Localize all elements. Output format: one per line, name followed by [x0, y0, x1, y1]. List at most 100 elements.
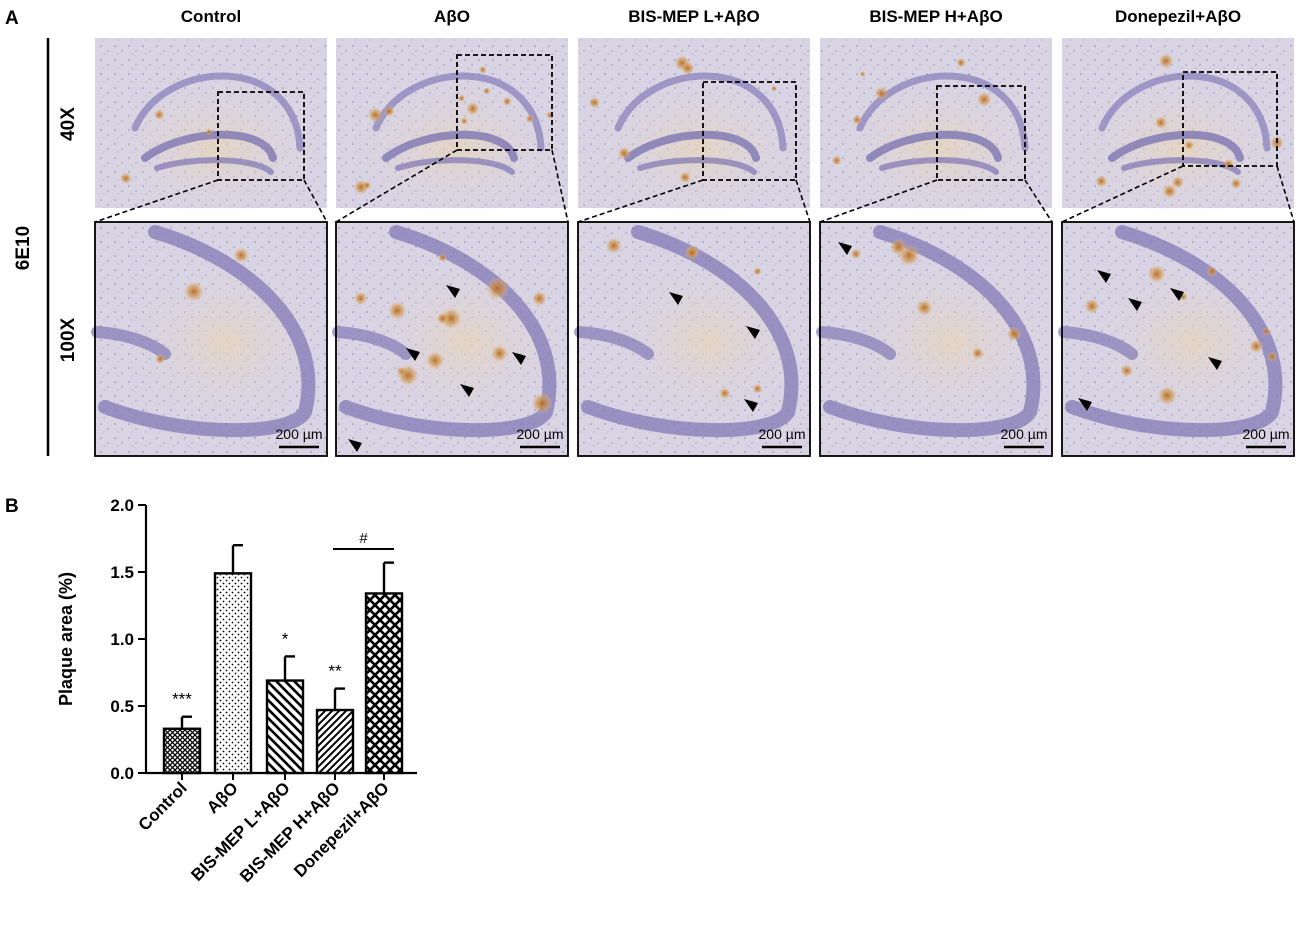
plaque-spot	[605, 237, 623, 254]
tissue-warm-region	[588, 78, 808, 218]
plaque-spot	[684, 246, 699, 260]
y-tick-label: 1.5	[110, 563, 134, 582]
plaque-spot	[1147, 264, 1166, 284]
arrowhead-marker	[746, 326, 760, 339]
significance-marker: *	[282, 629, 289, 648]
column-header: BIS-MEP H+AβO	[869, 7, 1002, 26]
column-header: Control	[181, 7, 241, 26]
zoom-region-box	[936, 85, 1026, 181]
plaque-spot	[1154, 116, 1168, 130]
arrowhead-marker	[744, 399, 758, 412]
plaque-spot	[1171, 175, 1185, 189]
plaque-spot	[850, 248, 862, 260]
plaque-spot	[753, 267, 762, 276]
granule-cell-layer	[98, 225, 316, 438]
column-header: Donepezil+AβO	[1115, 7, 1241, 26]
tissue-warm-region	[1072, 78, 1292, 218]
column-header: BIS-MEP L+AβO	[628, 7, 759, 26]
plaque-spot	[154, 353, 166, 365]
tissue-warm-region	[830, 78, 1050, 218]
granule-cell-layer-inner	[1058, 326, 1138, 360]
ca-cell-layer	[614, 72, 787, 152]
dentate-gyrus	[382, 130, 518, 162]
plaque-spot	[1162, 183, 1178, 199]
plaque-spot	[588, 96, 601, 109]
ca-cell-layer	[856, 72, 1029, 152]
arrowhead-marker	[446, 285, 460, 298]
comparison-label: #	[359, 530, 368, 547]
arrowhead-marker	[838, 242, 852, 255]
micrograph-frame	[819, 221, 1053, 457]
panel-a-label: A	[5, 8, 19, 29]
zoom-connector-line	[94, 179, 219, 223]
arrowhead-marker	[1208, 357, 1222, 370]
plaque-spot	[874, 86, 889, 101]
scale-bar-label: 200 µm	[1001, 426, 1048, 442]
x-tick-label: Control	[135, 778, 191, 834]
plaque-spot	[183, 281, 205, 302]
arrowhead-marker	[406, 348, 420, 361]
granule-cell-layer-inner	[91, 326, 171, 360]
bar-2	[265, 679, 305, 775]
plaque-spot	[831, 155, 842, 166]
micrograph-40x	[578, 38, 810, 218]
dentate-gyrus	[624, 130, 760, 162]
plaque-spot	[425, 351, 445, 370]
plaque-spot	[1230, 177, 1242, 190]
plaque-spot	[976, 91, 992, 107]
x-tick-label: AβO	[203, 778, 242, 817]
y-tick-label: 0.0	[110, 764, 134, 783]
arrowhead-marker	[348, 439, 362, 452]
micrograph-100x: 200 µm	[1058, 221, 1295, 457]
scale-bar-label: 200 µm	[1243, 426, 1290, 442]
plaque-spot	[718, 387, 731, 400]
plaque-spot	[353, 291, 368, 306]
granule-cell-layer	[581, 225, 799, 438]
bar-3	[315, 708, 355, 775]
plaque-spot	[525, 114, 534, 123]
plaque-spot	[397, 364, 419, 387]
dentate-gyrus-lower	[395, 157, 515, 175]
plaque-spot	[478, 65, 487, 74]
ca-cell-layer	[372, 72, 545, 152]
arrowhead-marker	[512, 352, 526, 365]
plaque-spot	[383, 105, 395, 117]
significance-marker: ***	[172, 690, 192, 709]
granule-cell-layer-inner	[574, 326, 654, 360]
plaque-spot	[1006, 326, 1022, 342]
plaque-spot	[457, 94, 466, 103]
plaque-spot	[1206, 265, 1218, 277]
plaque-spot	[1158, 53, 1174, 69]
arrowhead-marker	[1097, 270, 1111, 283]
bar-1	[213, 572, 253, 775]
zoom-connector-line	[577, 179, 704, 223]
plaque-spot	[119, 172, 132, 185]
micrograph-100x: 200 µm	[332, 221, 569, 457]
y-tick-label: 0.5	[110, 697, 134, 716]
micrograph-grid: Control 200 µm AβO 200 µm BIS-MEP L+AβO 200 µ…	[91, 7, 1295, 457]
arrowhead-marker	[1128, 298, 1142, 311]
plaque-spot	[971, 347, 984, 360]
granule-cell-layer-inner	[816, 326, 896, 360]
plaque-spot	[617, 146, 631, 160]
micrograph-frame	[335, 221, 569, 457]
zoom-region-box	[217, 91, 305, 181]
row-label-100x: 100X	[58, 317, 79, 362]
plaque-spot	[1120, 364, 1134, 378]
arrowhead-marker	[669, 292, 683, 305]
ca-cell-layer	[1098, 72, 1271, 152]
micrograph-frame	[94, 221, 328, 457]
plaque-spot	[436, 312, 449, 325]
plaque-spot	[889, 238, 908, 256]
row-label-40x: 40X	[58, 107, 79, 141]
bar-4	[364, 592, 404, 775]
y-axis-label: Plaque area (%)	[56, 572, 76, 706]
zoom-region-box	[456, 54, 553, 151]
micrograph-40x	[820, 38, 1052, 218]
plaque-spot	[1223, 158, 1235, 170]
plaque-spot	[956, 57, 967, 68]
arrowhead-marker	[1078, 398, 1092, 411]
zoom-region-box	[1182, 71, 1278, 167]
arrowhead-marker	[460, 384, 474, 397]
